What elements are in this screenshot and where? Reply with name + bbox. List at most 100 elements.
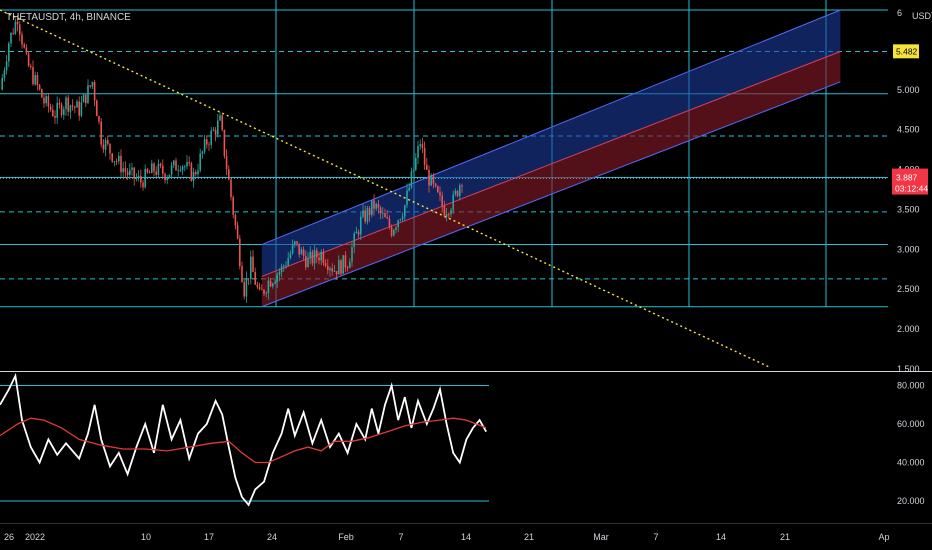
candle-body xyxy=(247,278,250,280)
candle-body xyxy=(175,160,177,171)
candle-body xyxy=(206,139,208,145)
channel-upper-line xyxy=(261,9,841,246)
candle-body xyxy=(168,174,171,178)
candle-body xyxy=(406,190,408,206)
candle-body xyxy=(250,256,252,280)
candle-body xyxy=(450,210,452,215)
candle-body xyxy=(181,166,184,170)
time-axis-tick: Ap xyxy=(878,532,889,542)
candle-body xyxy=(164,173,166,181)
rsi-line xyxy=(0,372,487,507)
candle-body xyxy=(256,284,259,287)
candle-body xyxy=(1,77,3,90)
candle-body xyxy=(23,44,25,48)
candle-body xyxy=(384,213,386,218)
candle-body xyxy=(192,172,195,181)
candle-body xyxy=(195,172,197,175)
rsi-axis-tick: 60.000 xyxy=(897,419,925,429)
candle-body xyxy=(333,271,336,272)
candle-body xyxy=(305,256,307,268)
candle-body xyxy=(144,168,146,188)
candle-body xyxy=(459,185,461,197)
candle-body xyxy=(355,231,358,234)
candle-body xyxy=(399,219,402,221)
candle-body xyxy=(151,163,153,174)
candle-body xyxy=(89,85,91,87)
candle-body xyxy=(274,282,276,284)
rsi-axis-tick: 80.000 xyxy=(897,381,925,391)
candle-body xyxy=(401,216,404,220)
chart-title: THETAUSDT, 4h, BINANCE xyxy=(6,12,131,23)
price-badge-current-text: 3.887 xyxy=(896,173,918,183)
candle-body xyxy=(67,97,69,112)
candle-body xyxy=(34,75,36,85)
candle-body xyxy=(322,251,325,264)
candle-body xyxy=(265,293,267,294)
time-axis-tick: 10 xyxy=(141,532,151,542)
candle-body xyxy=(228,169,230,180)
candle-body xyxy=(232,197,234,215)
channel-lower-band xyxy=(261,51,841,307)
candle-body xyxy=(3,70,6,78)
candle-body xyxy=(373,200,375,209)
candle-body xyxy=(461,185,463,187)
candle-body xyxy=(36,75,39,85)
time-axis-tick: 7 xyxy=(653,532,658,542)
candle-body xyxy=(212,129,215,131)
candle-body xyxy=(302,249,305,257)
candle-body xyxy=(239,238,241,267)
candle-body xyxy=(441,195,443,206)
candle-body xyxy=(309,251,311,258)
candle-body xyxy=(140,175,142,183)
candle-body xyxy=(252,256,254,273)
candle-body xyxy=(234,214,237,226)
candle-body xyxy=(109,143,111,154)
candle-body xyxy=(386,217,388,219)
candle-body xyxy=(307,257,309,268)
candle-body xyxy=(131,167,133,170)
candle-body xyxy=(379,207,382,214)
candle-body xyxy=(327,265,329,271)
candle-body xyxy=(349,261,351,268)
candle-body xyxy=(111,153,113,162)
candle-body xyxy=(258,286,261,290)
candle-body xyxy=(186,161,188,167)
candle-body xyxy=(300,249,303,255)
price-axis-tick: 2.000 xyxy=(897,324,920,334)
candle-body xyxy=(41,89,43,98)
candle-body xyxy=(371,200,373,216)
candle-body xyxy=(397,220,399,228)
candle-body xyxy=(428,169,430,186)
candle-body xyxy=(368,208,371,216)
candle-body xyxy=(32,67,34,85)
candle-body xyxy=(415,157,417,170)
candle-body xyxy=(10,32,12,44)
candle-body xyxy=(261,289,263,291)
rsi-axis-tick: 40.000 xyxy=(897,458,925,468)
candle-body xyxy=(434,183,437,187)
candle-body xyxy=(16,21,19,25)
candle-body xyxy=(93,82,96,101)
candle-body xyxy=(448,213,450,215)
candle-body xyxy=(283,265,285,267)
candle-body xyxy=(269,280,272,287)
candle-body xyxy=(104,140,107,150)
candle-body xyxy=(329,268,331,271)
candle-body xyxy=(155,171,157,175)
candle-body xyxy=(210,130,212,145)
candle-body xyxy=(47,96,50,107)
candle-body xyxy=(137,175,140,178)
candle-body xyxy=(177,170,179,171)
candle-body xyxy=(14,21,17,34)
currency-label: USDT xyxy=(912,11,932,21)
candle-body xyxy=(69,105,72,112)
candle-body xyxy=(63,109,65,115)
candle-body xyxy=(225,156,228,170)
candle-body xyxy=(129,169,131,176)
candle-body xyxy=(56,103,58,118)
candle-body xyxy=(437,186,439,193)
time-axis-tick: 26 xyxy=(4,532,14,542)
candle-body xyxy=(421,144,424,148)
